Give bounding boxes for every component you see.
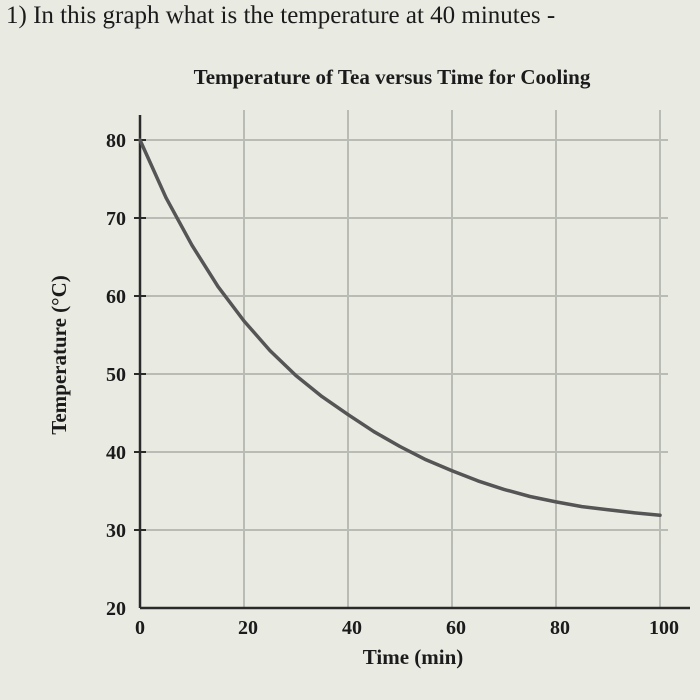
y-tick-label-20: 20 xyxy=(106,598,126,620)
x-tick-label-40: 40 xyxy=(342,617,362,639)
data-point xyxy=(372,430,376,434)
data-point xyxy=(606,508,610,512)
data-point xyxy=(138,138,142,142)
y-tick-label-50: 50 xyxy=(106,364,126,386)
data-point xyxy=(320,395,324,399)
chart-title: Temperature of Tea versus Time for Cooli… xyxy=(194,65,591,89)
data-point xyxy=(528,494,532,498)
data-point xyxy=(632,511,636,515)
y-tick-label-30: 30 xyxy=(106,520,126,542)
data-point xyxy=(346,413,350,417)
data-point xyxy=(424,458,428,462)
x-tick-label-80: 80 xyxy=(550,617,570,639)
x-tick-label-20: 20 xyxy=(238,617,258,639)
data-point xyxy=(190,243,194,247)
x-tick-label-100: 100 xyxy=(649,617,679,639)
y-tick-label-80: 80 xyxy=(106,130,126,152)
x-tick-label-60: 60 xyxy=(446,617,466,639)
data-point xyxy=(658,513,662,517)
plot-area: 20 30 40 50 60 70 80 0 20 40 60 80 100 xyxy=(106,110,690,639)
data-point xyxy=(268,349,272,353)
data-point xyxy=(554,500,558,504)
data-point xyxy=(502,487,506,491)
x-tick-label-0: 0 xyxy=(135,617,145,639)
question-text: 1) In this graph what is the temperature… xyxy=(6,2,556,29)
data-point xyxy=(242,319,246,323)
y-tick-label-40: 40 xyxy=(106,442,126,464)
data-point xyxy=(580,505,584,509)
data-point xyxy=(398,445,402,449)
data-point xyxy=(450,469,454,473)
data-point xyxy=(294,374,298,378)
x-axis-label: Time (min) xyxy=(363,645,464,669)
data-point xyxy=(216,285,220,289)
data-point xyxy=(476,479,480,483)
series-line-0 xyxy=(138,138,662,517)
y-tick-label-60: 60 xyxy=(106,286,126,308)
y-tick-label-70: 70 xyxy=(106,208,126,230)
y-axis-label: Temperature (°C) xyxy=(47,275,71,434)
data-point xyxy=(164,196,168,200)
